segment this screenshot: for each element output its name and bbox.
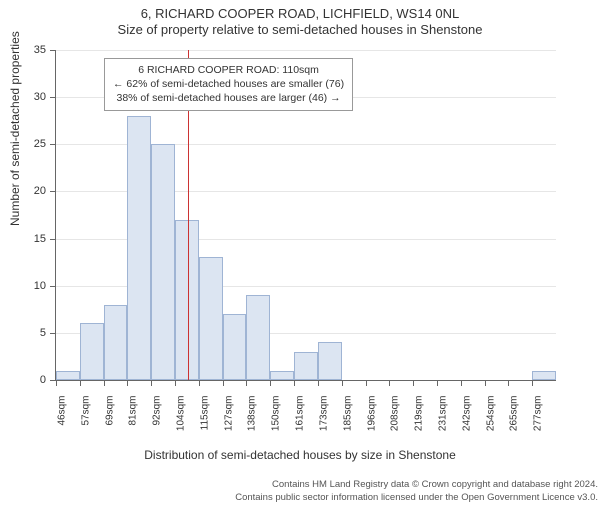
y-tick: [50, 144, 56, 145]
annotation-line: 38% of semi-detached houses are larger (…: [113, 91, 344, 105]
x-tick: [437, 380, 438, 386]
x-tick-label: 127sqm: [223, 396, 234, 436]
x-tick: [366, 380, 367, 386]
footer-line2: Contains public sector information licen…: [0, 492, 598, 504]
y-tick-label: 0: [16, 374, 46, 386]
x-axis-title: Distribution of semi-detached houses by …: [0, 448, 600, 462]
x-tick-label: 81sqm: [128, 396, 139, 436]
x-tick-label: 254sqm: [485, 396, 496, 436]
x-tick: [461, 380, 462, 386]
x-tick: [199, 380, 200, 386]
x-tick-label: 231sqm: [437, 396, 448, 436]
x-tick-label: 196sqm: [366, 396, 377, 436]
chart-title-line1: 6, RICHARD COOPER ROAD, LICHFIELD, WS14 …: [0, 6, 600, 21]
annotation-line: ← 62% of semi-detached houses are smalle…: [113, 77, 344, 91]
histogram-bar: [151, 144, 175, 380]
footer-line1: Contains HM Land Registry data © Crown c…: [0, 479, 598, 491]
x-tick-label: 277sqm: [533, 396, 544, 436]
y-tick: [50, 50, 56, 51]
x-tick-label: 161sqm: [295, 396, 306, 436]
x-tick: [246, 380, 247, 386]
annotation-line: 6 RICHARD COOPER ROAD: 110sqm: [113, 63, 344, 77]
x-tick-label: 150sqm: [271, 396, 282, 436]
x-tick-label: 138sqm: [247, 396, 258, 436]
x-tick: [485, 380, 486, 386]
y-tick: [50, 97, 56, 98]
y-tick: [50, 191, 56, 192]
histogram-bar: [104, 305, 128, 380]
histogram-bar: [56, 371, 80, 380]
x-tick: [508, 380, 509, 386]
x-tick-label: 104sqm: [176, 396, 187, 436]
x-tick: [175, 380, 176, 386]
x-tick: [270, 380, 271, 386]
x-tick-label: 242sqm: [461, 396, 472, 436]
x-tick-label: 173sqm: [318, 396, 329, 436]
y-tick-label: 15: [16, 233, 46, 245]
x-tick: [389, 380, 390, 386]
y-tick-label: 20: [16, 185, 46, 197]
x-tick: [532, 380, 533, 386]
x-tick-label: 185sqm: [342, 396, 353, 436]
x-tick-label: 46sqm: [57, 396, 68, 436]
gridline: [56, 50, 556, 51]
histogram-bar: [532, 371, 556, 380]
x-tick: [127, 380, 128, 386]
histogram-bar: [80, 323, 104, 380]
chart-wrap: 0510152025303546sqm57sqm69sqm81sqm92sqm1…: [55, 50, 585, 420]
x-tick: [223, 380, 224, 386]
y-tick-label: 10: [16, 280, 46, 292]
histogram-bar: [223, 314, 247, 380]
chart-container: 6, RICHARD COOPER ROAD, LICHFIELD, WS14 …: [0, 6, 600, 506]
x-tick-label: 57sqm: [80, 396, 91, 436]
histogram-bar: [175, 220, 199, 380]
histogram-bar: [246, 295, 270, 380]
y-tick: [50, 286, 56, 287]
x-tick: [294, 380, 295, 386]
y-tick-label: 35: [16, 44, 46, 56]
x-tick: [151, 380, 152, 386]
x-tick-label: 69sqm: [104, 396, 115, 436]
chart-title-line2: Size of property relative to semi-detach…: [0, 22, 600, 37]
x-tick-label: 115sqm: [199, 396, 210, 436]
annotation-box: 6 RICHARD COOPER ROAD: 110sqm← 62% of se…: [104, 58, 353, 111]
histogram-bar: [199, 257, 223, 380]
x-tick: [80, 380, 81, 386]
x-tick: [318, 380, 319, 386]
x-tick-label: 208sqm: [390, 396, 401, 436]
chart-footer: Contains HM Land Registry data © Crown c…: [0, 479, 600, 504]
x-tick-label: 219sqm: [414, 396, 425, 436]
y-tick-label: 30: [16, 91, 46, 103]
x-tick: [342, 380, 343, 386]
x-tick: [56, 380, 57, 386]
x-tick-label: 265sqm: [509, 396, 520, 436]
y-tick: [50, 333, 56, 334]
x-tick: [104, 380, 105, 386]
y-tick-label: 25: [16, 138, 46, 150]
y-tick-label: 5: [16, 327, 46, 339]
histogram-bar: [127, 116, 151, 380]
x-tick-label: 92sqm: [152, 396, 163, 436]
plot-area: 0510152025303546sqm57sqm69sqm81sqm92sqm1…: [55, 50, 556, 381]
histogram-bar: [318, 342, 342, 380]
x-tick: [413, 380, 414, 386]
y-tick: [50, 239, 56, 240]
histogram-bar: [294, 352, 318, 380]
histogram-bar: [270, 371, 294, 380]
